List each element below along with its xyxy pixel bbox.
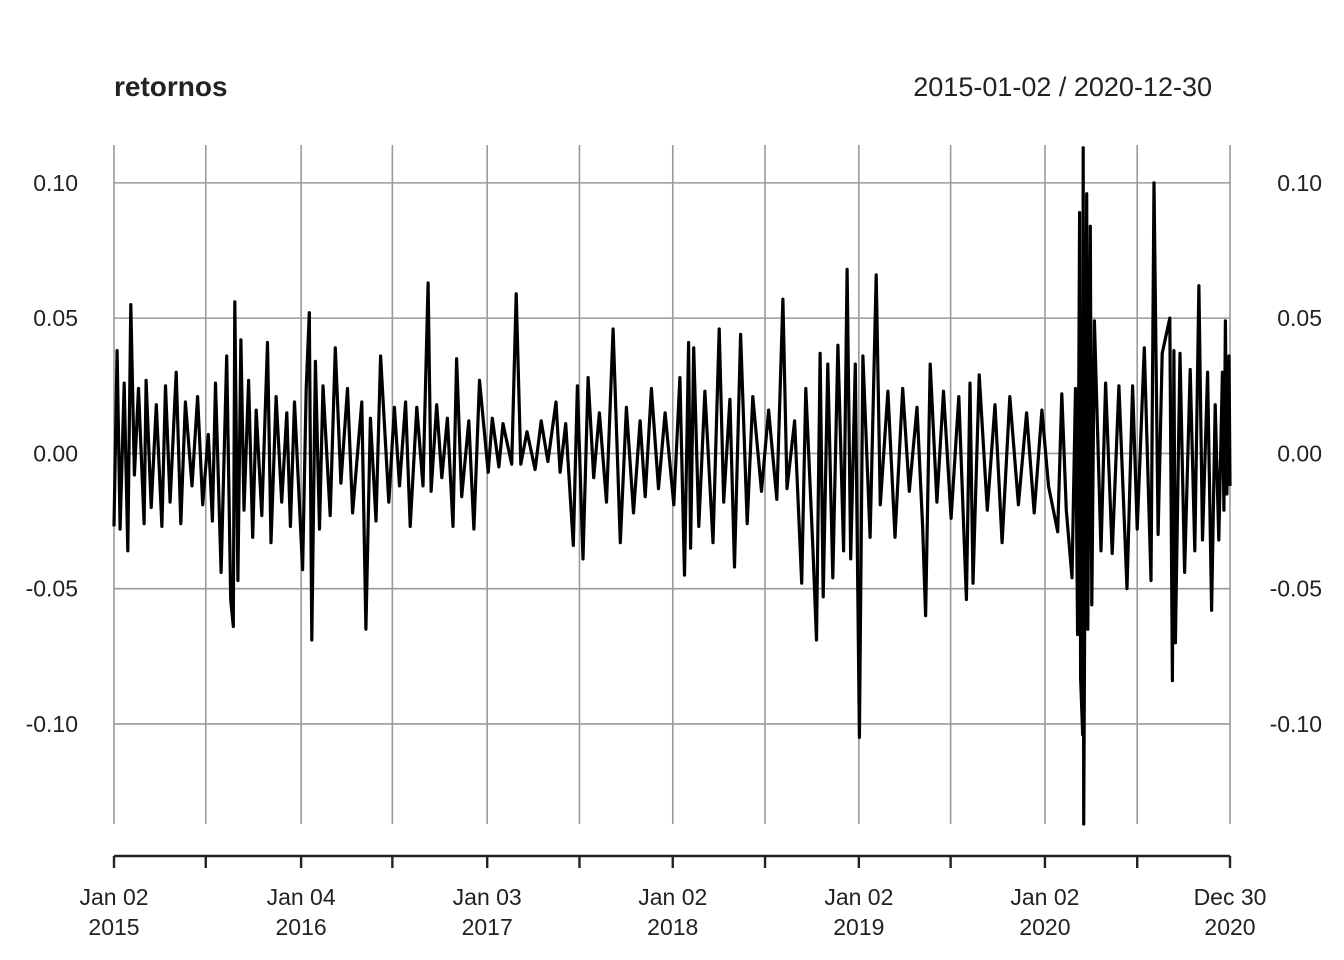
series-line [112, 146, 1232, 826]
x-tick-label-year: 2015 [88, 914, 139, 940]
y-tick-label-left: 0.05 [33, 305, 78, 331]
y-tick-label-right: -0.10 [1270, 711, 1322, 737]
x-tick-label: Jan 04 [267, 884, 336, 910]
y-tick-label-right: -0.05 [1270, 576, 1322, 602]
y-tick-label-left: -0.05 [26, 576, 78, 602]
y-tick-label-left: -0.10 [26, 711, 78, 737]
x-tick-label-year: 2019 [833, 914, 884, 940]
x-tick-label-year: 2020 [1019, 914, 1070, 940]
x-tick-label-year: 2018 [647, 914, 698, 940]
y-axis-right-labels: 0.10 0.05 0.00 -0.05 -0.10 [1270, 170, 1322, 737]
y-axis-left-labels: 0.10 0.05 0.00 -0.05 -0.10 [26, 170, 78, 737]
y-tick-label-right: 0.00 [1277, 440, 1322, 466]
y-tick-label-left: 0.00 [33, 440, 78, 466]
x-tick-label-year: 2017 [462, 914, 513, 940]
x-tick-label: Jan 03 [453, 884, 522, 910]
y-tick-label-right: 0.05 [1277, 305, 1322, 331]
chart-title: retornos [114, 71, 228, 102]
date-range-label: 2015-01-02 / 2020-12-30 [913, 72, 1212, 102]
x-tick-label: Jan 02 [824, 884, 893, 910]
y-tick-label-right: 0.10 [1277, 170, 1322, 196]
x-tick-label: Jan 02 [79, 884, 148, 910]
x-tick-label-year: 2016 [276, 914, 327, 940]
x-tick-label: Dec 30 [1194, 884, 1267, 910]
horizontal-gridlines [114, 182, 1230, 725]
x-tick-label: Jan 02 [638, 884, 707, 910]
x-tick-label: Jan 02 [1010, 884, 1079, 910]
x-axis: Jan 02 2015 Jan 04 2016 Jan 03 2017 Jan 02 2018… [79, 854, 1267, 940]
y-tick-label-left: 0.10 [33, 170, 78, 196]
x-tick-label-year: 2020 [1204, 914, 1255, 940]
